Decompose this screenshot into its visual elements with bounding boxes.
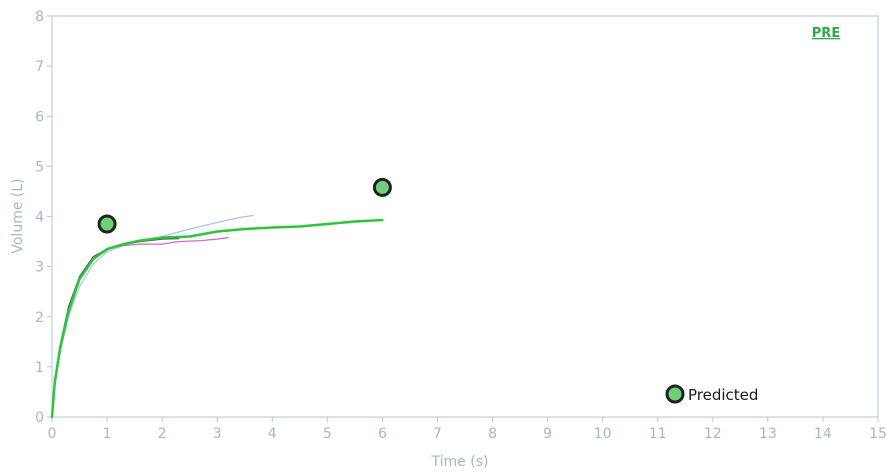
series-line-4 bbox=[50, 218, 384, 419]
x-tick-label: 10 bbox=[594, 426, 612, 442]
x-tick-label: 1 bbox=[103, 426, 112, 442]
legend-predicted-label: Predicted bbox=[688, 386, 758, 404]
x-tick-label: 9 bbox=[543, 426, 552, 442]
pre-label: PRE bbox=[812, 26, 840, 41]
y-tick-label: 2 bbox=[35, 310, 44, 326]
x-tick-label: 13 bbox=[759, 426, 777, 442]
y-axis-ticks: 0 1 2 3 4 5 6 7 8 bbox=[35, 9, 52, 426]
y-tick-label: 7 bbox=[35, 59, 44, 75]
x-tick-label: 7 bbox=[433, 426, 442, 442]
x-tick-label: 8 bbox=[488, 426, 497, 442]
x-axis-ticks: 0 1 2 3 4 5 6 7 8 9 10 11 12 13 14 15 bbox=[48, 417, 887, 442]
plot-area bbox=[51, 15, 879, 418]
x-tick-label: 14 bbox=[814, 426, 832, 442]
x-axis-title: Time (s) bbox=[431, 454, 489, 470]
y-tick-label: 1 bbox=[35, 360, 44, 376]
x-tick-label: 11 bbox=[649, 426, 667, 442]
legend-predicted-marker bbox=[665, 384, 685, 404]
y-tick-label: 4 bbox=[35, 210, 44, 226]
series-layer bbox=[50, 214, 384, 419]
x-tick-label: 5 bbox=[323, 426, 332, 442]
x-tick-label: 3 bbox=[213, 426, 222, 442]
x-tick-label: 4 bbox=[268, 426, 277, 442]
x-tick-label: 15 bbox=[869, 426, 887, 442]
x-tick-label: 2 bbox=[158, 426, 167, 442]
x-tick-label: 12 bbox=[704, 426, 722, 442]
predicted-points-layer bbox=[97, 177, 392, 234]
predicted-point bbox=[372, 177, 392, 197]
y-tick-label: 3 bbox=[35, 260, 44, 276]
y-tick-label: 5 bbox=[35, 159, 44, 175]
y-tick-label: 8 bbox=[35, 9, 44, 25]
predicted-point bbox=[97, 214, 117, 234]
legend: Predicted bbox=[665, 384, 758, 404]
x-tick-label: 6 bbox=[378, 426, 387, 442]
x-tick-label: 0 bbox=[48, 426, 57, 442]
y-tick-label: 0 bbox=[35, 410, 44, 426]
y-axis-title: Volume (L) bbox=[10, 178, 26, 253]
y-tick-label: 6 bbox=[35, 109, 44, 125]
